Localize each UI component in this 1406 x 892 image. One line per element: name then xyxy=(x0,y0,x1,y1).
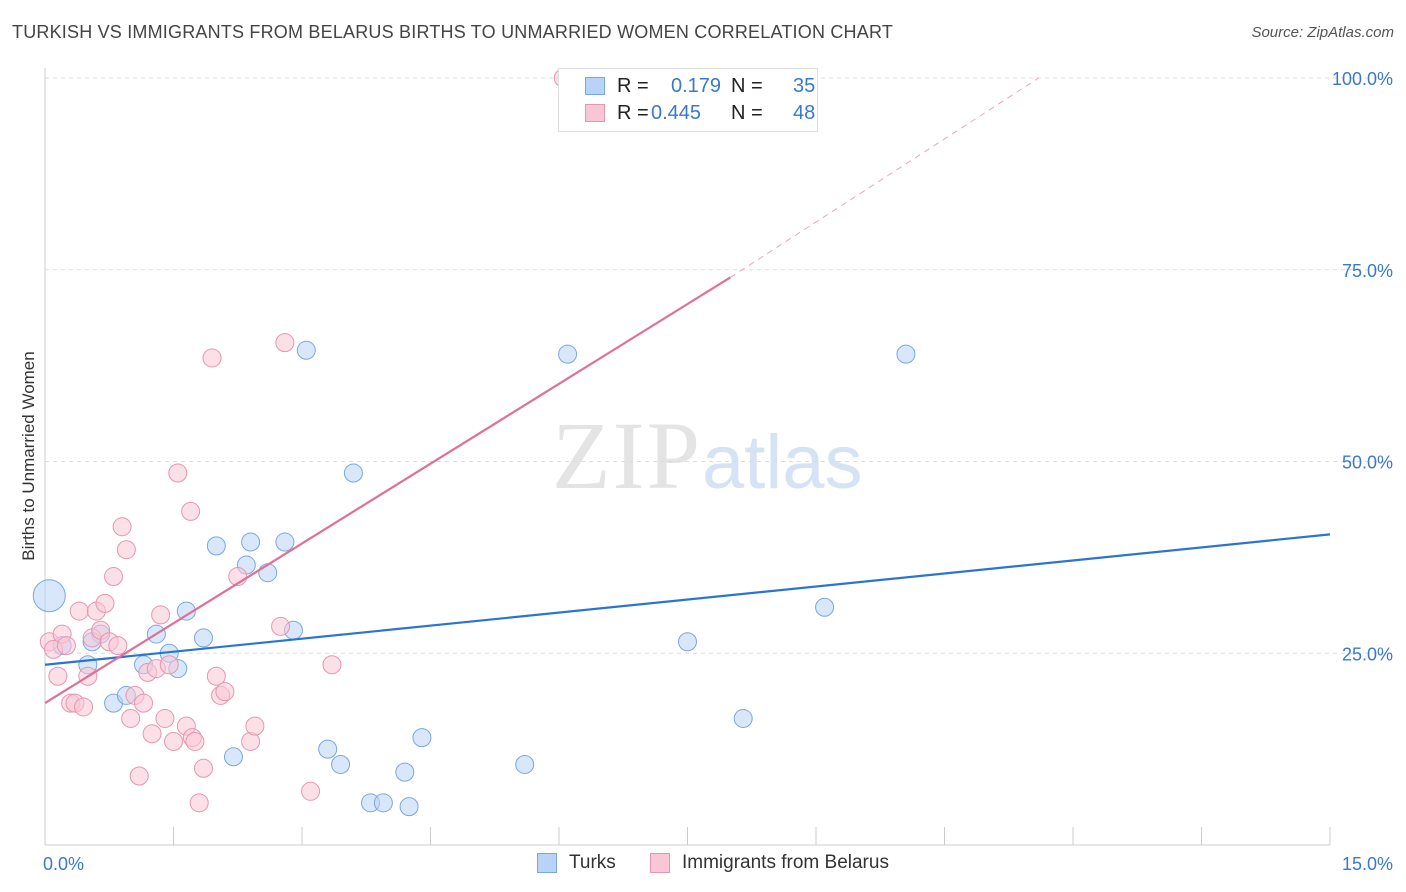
belarus-point xyxy=(48,666,68,686)
turks-point xyxy=(32,579,66,613)
chart-title: TURKISH VS IMMIGRANTS FROM BELARUS BIRTH… xyxy=(12,22,894,42)
belarus-point xyxy=(206,666,226,686)
y-tick-label: 75.0% xyxy=(1342,261,1393,281)
y-axis-label: Births to Unmarried Women xyxy=(19,351,38,560)
legend-n-value: 35 xyxy=(793,75,816,97)
turks-point xyxy=(343,463,363,483)
belarus-point xyxy=(112,517,132,537)
belarus-point xyxy=(108,636,128,656)
legend-swatch-belarus xyxy=(585,104,605,122)
legend-r-label: R = xyxy=(617,75,649,97)
turks-point xyxy=(399,797,419,817)
legend-r-value: 0.179 xyxy=(671,75,722,97)
source-label: Source: ZipAtlas.com xyxy=(1251,24,1394,41)
turks-point xyxy=(241,532,261,552)
turks-point xyxy=(275,532,295,552)
belarus-point xyxy=(301,781,321,801)
belarus-point xyxy=(56,636,76,656)
legend-n-value: 48 xyxy=(793,102,816,124)
belarus-point xyxy=(245,716,265,736)
belarus-point xyxy=(134,693,154,713)
belarus-point xyxy=(215,682,235,702)
y-tick-label: 50.0% xyxy=(1342,453,1393,473)
belarus-point xyxy=(69,601,89,621)
belarus-point xyxy=(322,655,342,675)
bottom-legend-label-belarus: Immigrants from Belarus xyxy=(682,852,889,873)
turks-point xyxy=(412,728,432,748)
watermark-atlas: atlas xyxy=(702,420,863,505)
belarus-point xyxy=(74,697,94,717)
turks-point xyxy=(678,632,697,652)
bottom-legend-label-turks: Turks xyxy=(569,852,616,873)
legend-n-label: N = xyxy=(731,75,763,97)
belarus-point xyxy=(164,731,183,751)
belarus-point xyxy=(193,758,213,778)
legend-n-label: N = xyxy=(731,102,763,124)
y-tick-label: 100.0% xyxy=(1332,69,1393,89)
turks-point xyxy=(331,754,351,774)
turks-point xyxy=(733,708,753,728)
belarus-trend-line xyxy=(44,276,731,705)
turks-point xyxy=(258,563,278,583)
belarus-point xyxy=(121,708,141,728)
belarus-point xyxy=(151,605,171,625)
belarus-point xyxy=(104,567,124,587)
turks-point xyxy=(373,793,393,813)
turks-point xyxy=(193,628,213,648)
watermark-zip: ZIP xyxy=(552,402,702,509)
watermark: ZIPatlas xyxy=(552,400,863,511)
y-tick-label: 25.0% xyxy=(1342,644,1393,664)
belarus-point xyxy=(275,333,295,353)
belarus-point xyxy=(142,724,162,744)
turks-point xyxy=(395,762,415,782)
turks-point xyxy=(318,739,338,759)
correlation-legend: R = 0.179 N = 35 R = 0.445 N = 48 xyxy=(558,68,818,132)
belarus-point xyxy=(202,348,222,368)
belarus-point xyxy=(129,766,149,786)
belarus-point xyxy=(168,463,188,483)
turks-point xyxy=(515,754,535,774)
turks-trend-line xyxy=(44,533,1331,666)
legend-swatch-turks xyxy=(585,77,605,95)
turks-point xyxy=(223,747,243,767)
belarus-point xyxy=(181,501,201,521)
belarus-point xyxy=(185,731,205,751)
turks-point xyxy=(558,344,578,364)
belarus-point xyxy=(271,616,291,636)
x-tick-label: 0.0% xyxy=(43,854,84,874)
turks-point xyxy=(176,601,196,621)
turks-point xyxy=(206,536,226,556)
belarus-point xyxy=(189,793,209,813)
bottom-legend-swatch-belarus xyxy=(650,853,670,873)
turks-point xyxy=(815,597,835,617)
bottom-legend-swatch-turks xyxy=(537,853,557,873)
belarus-point xyxy=(155,708,175,728)
x-tick-label: 15.0% xyxy=(1342,854,1393,874)
legend-r-value: 0.445 xyxy=(651,102,702,124)
belarus-point xyxy=(159,655,179,675)
turks-point xyxy=(896,344,916,364)
turks-point xyxy=(296,340,316,360)
belarus-point xyxy=(95,593,115,613)
belarus-point xyxy=(116,540,136,560)
legend-r-label: R = xyxy=(617,102,649,124)
